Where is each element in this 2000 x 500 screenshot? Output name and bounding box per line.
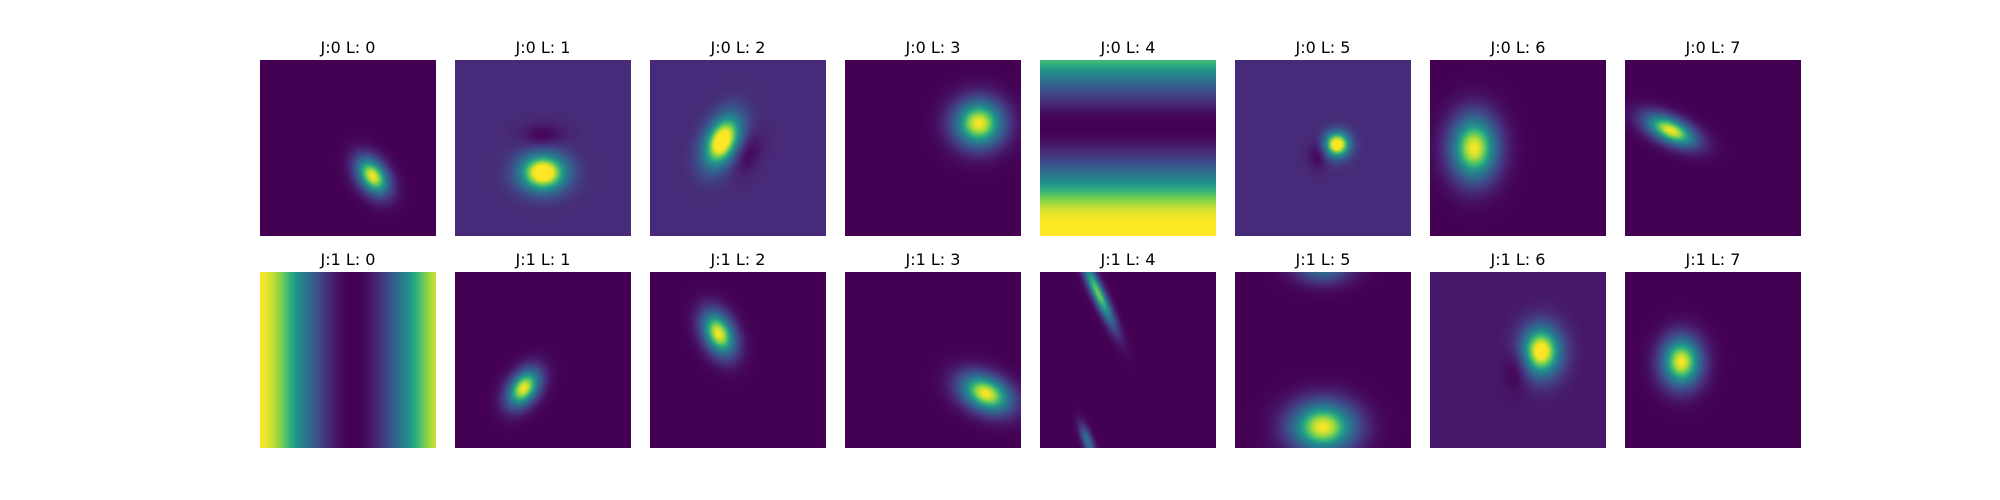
panel-2: J:0 L: 2 <box>650 38 826 236</box>
panel-heatmap <box>1625 272 1801 448</box>
panel-title: J:0 L: 4 <box>1100 38 1156 57</box>
panel-title: J:1 L: 4 <box>1100 250 1156 269</box>
panel-14: J:1 L: 6 <box>1430 250 1606 448</box>
panel-heatmap <box>1235 60 1411 236</box>
panel-7: J:0 L: 7 <box>1625 38 1801 236</box>
panel-6: J:0 L: 6 <box>1430 38 1606 236</box>
panel-heatmap <box>1235 272 1411 448</box>
panel-heatmap <box>1430 272 1606 448</box>
panel-heatmap <box>260 272 436 448</box>
panel-heatmap <box>260 60 436 236</box>
panel-heatmap <box>1040 60 1216 236</box>
panel-1: J:0 L: 1 <box>455 38 631 236</box>
panel-title: J:1 L: 0 <box>320 250 376 269</box>
panel-heatmap <box>1625 60 1801 236</box>
panel-9: J:1 L: 1 <box>455 250 631 448</box>
panel-title: J:1 L: 5 <box>1295 250 1351 269</box>
panel-title: J:1 L: 7 <box>1685 250 1741 269</box>
panel-title: J:0 L: 2 <box>710 38 766 57</box>
panel-title: J:0 L: 5 <box>1295 38 1351 57</box>
panel-11: J:1 L: 3 <box>845 250 1021 448</box>
panel-heatmap <box>650 272 826 448</box>
panel-5: J:0 L: 5 <box>1235 38 1411 236</box>
panels-layer: J:0 L: 0 J:0 L: 1 J:0 L: 2 J:0 L: 3 J:0 L: 4… <box>260 38 1801 448</box>
panel-13: J:1 L: 5 <box>1235 250 1411 448</box>
panel-title: J:1 L: 3 <box>905 250 961 269</box>
panel-title: J:1 L: 2 <box>710 250 766 269</box>
panel-heatmap <box>650 60 826 236</box>
panel-12: J:1 L: 4 <box>1040 250 1216 448</box>
panel-4: J:0 L: 4 <box>1040 38 1216 236</box>
panel-heatmap <box>845 272 1021 448</box>
panel-heatmap <box>455 60 631 236</box>
panel-title: J:1 L: 1 <box>515 250 571 269</box>
panel-heatmap <box>1430 60 1606 236</box>
panel-15: J:1 L: 7 <box>1625 250 1801 448</box>
panel-0: J:0 L: 0 <box>260 38 436 236</box>
panel-title: J:0 L: 6 <box>1490 38 1546 57</box>
panel-title: J:0 L: 7 <box>1685 38 1741 57</box>
panel-heatmap <box>1040 272 1216 448</box>
panel-heatmap <box>455 272 631 448</box>
panel-title: J:0 L: 3 <box>905 38 961 57</box>
panel-heatmap <box>845 60 1021 236</box>
panel-10: J:1 L: 2 <box>650 250 826 448</box>
panel-title: J:1 L: 6 <box>1490 250 1546 269</box>
panel-8: J:1 L: 0 <box>260 250 436 448</box>
panel-title: J:0 L: 0 <box>320 38 376 57</box>
panel-title: J:0 L: 1 <box>515 38 571 57</box>
panel-3: J:0 L: 3 <box>845 38 1021 236</box>
